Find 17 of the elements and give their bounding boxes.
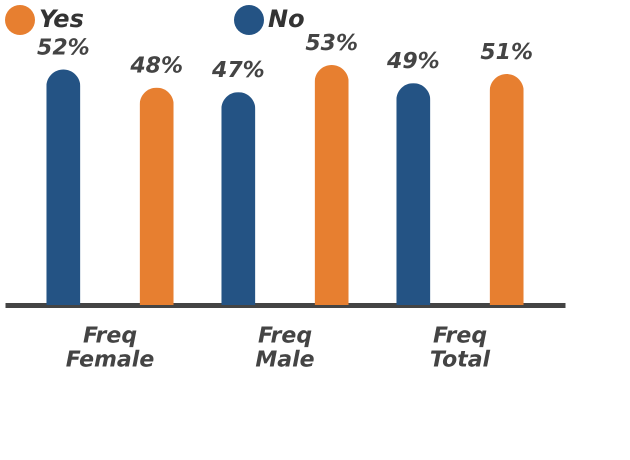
x-tick-label: Freq Total — [430, 324, 491, 372]
data-label: 47% — [210, 58, 265, 84]
data-label: 48% — [129, 54, 184, 79]
data-label: 53% — [305, 31, 358, 56]
bar — [314, 65, 349, 305]
data-label: 49% — [386, 49, 440, 74]
legend-label: No — [268, 5, 305, 33]
x-tick-label: Freq Female — [66, 324, 154, 372]
data-label: 52% — [36, 36, 90, 61]
bar — [490, 74, 524, 305]
legend-label: Yes — [39, 5, 84, 33]
bar — [396, 83, 430, 305]
bar — [46, 70, 80, 305]
bar — [140, 88, 174, 305]
data-label: 51% — [480, 40, 534, 66]
bar — [221, 92, 256, 305]
x-tick-label: Freq Male — [255, 324, 315, 372]
